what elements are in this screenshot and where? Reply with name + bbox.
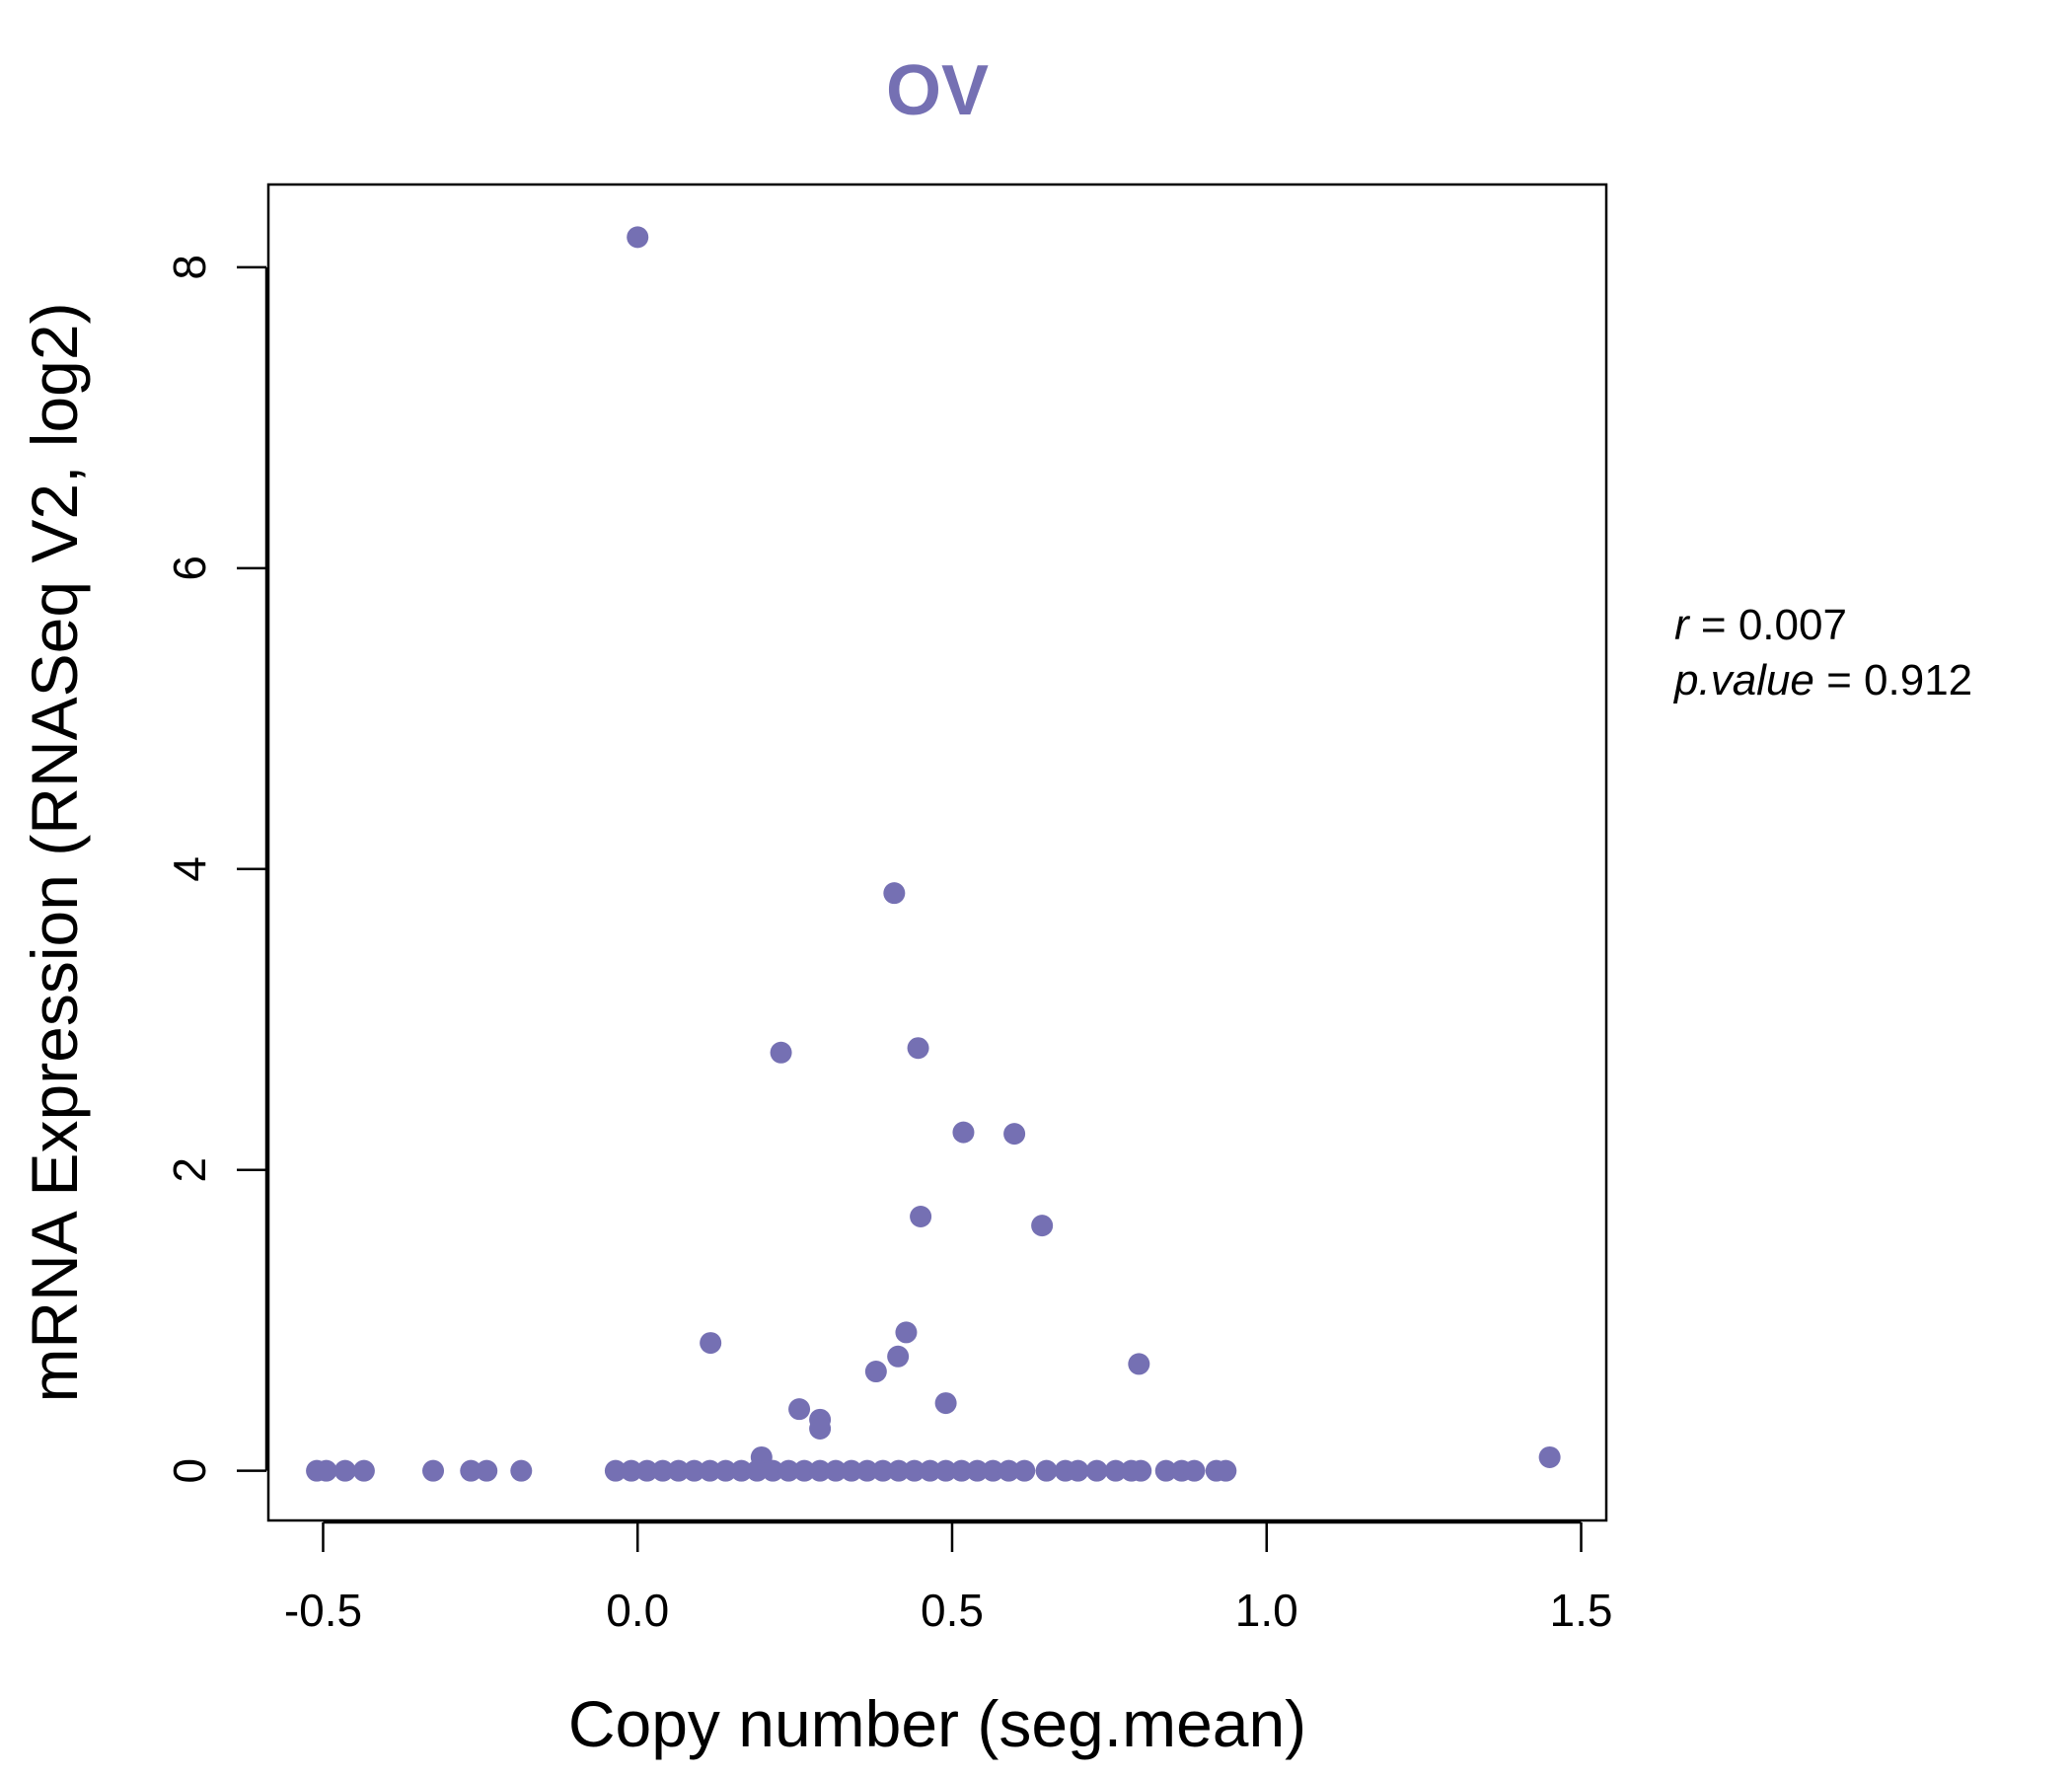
data-point — [809, 1459, 832, 1482]
data-point — [700, 1332, 722, 1355]
data-point — [998, 1459, 1020, 1482]
data-point — [714, 1459, 737, 1482]
data-point — [510, 1459, 533, 1482]
chart-title: OV — [886, 51, 989, 130]
data-point — [871, 1459, 894, 1482]
p-value: 0.912 — [1864, 656, 1972, 704]
data-point — [460, 1459, 482, 1482]
data-point — [683, 1459, 705, 1482]
data-point — [651, 1459, 674, 1482]
data-point — [1067, 1459, 1089, 1482]
x-tick-label: 1.5 — [1550, 1585, 1613, 1636]
data-point — [1104, 1459, 1127, 1482]
x-axis: -0.5 0.0 0.5 1.0 1.5 — [284, 1520, 1613, 1636]
data-point — [604, 1459, 627, 1482]
data-point — [777, 1459, 800, 1482]
data-point — [1031, 1215, 1054, 1237]
data-point — [895, 1321, 918, 1344]
y-tick-label: 4 — [164, 856, 215, 882]
correlation-r: r = 0.007 — [1674, 601, 1847, 649]
data-point — [950, 1459, 973, 1482]
x-tick-label: 0.0 — [606, 1585, 669, 1636]
data-point — [1183, 1459, 1206, 1482]
data-point — [746, 1459, 769, 1482]
data-point — [635, 1459, 658, 1482]
data-point — [903, 1459, 925, 1482]
y-tick-label: 0 — [164, 1458, 215, 1484]
data-point — [1215, 1459, 1237, 1482]
data-point — [422, 1459, 445, 1482]
data-point — [952, 1121, 975, 1144]
data-point — [667, 1459, 690, 1482]
data-point — [1003, 1123, 1026, 1146]
data-point — [910, 1205, 932, 1227]
x-tick-label: -0.5 — [284, 1585, 362, 1636]
r-value: 0.007 — [1739, 601, 1847, 649]
y-tick-label: 6 — [164, 555, 215, 581]
y-axis-label: mRNA Expression (RNASeq V2, log2) — [18, 302, 91, 1402]
r-label: r — [1674, 601, 1691, 649]
data-point — [934, 1459, 957, 1482]
data-point — [793, 1459, 816, 1482]
data-point — [809, 1417, 832, 1440]
data-point — [883, 882, 906, 905]
data-point — [620, 1459, 642, 1482]
x-tick-label: 0.5 — [921, 1585, 984, 1636]
data-point — [887, 1459, 910, 1482]
data-point — [1130, 1459, 1152, 1482]
data-point — [1085, 1459, 1108, 1482]
data-point — [1154, 1459, 1177, 1482]
y-tick-label: 2 — [164, 1157, 215, 1183]
points-layer — [306, 226, 1561, 1482]
data-point — [1538, 1445, 1561, 1468]
data-point — [333, 1459, 356, 1482]
data-point — [934, 1392, 957, 1415]
correlation-p-value: p.value = 0.912 — [1672, 656, 1972, 704]
data-point — [788, 1398, 811, 1421]
y-axis: 0 2 4 6 8 — [164, 255, 268, 1484]
data-point — [825, 1459, 848, 1482]
data-point — [907, 1037, 929, 1060]
data-point — [1128, 1353, 1150, 1375]
x-axis-label: Copy number (seg.mean) — [568, 1687, 1306, 1760]
plot-frame — [266, 183, 1608, 1522]
data-point — [864, 1361, 887, 1383]
data-point — [840, 1459, 862, 1482]
p-equals: = — [1814, 656, 1864, 704]
data-point — [699, 1459, 721, 1482]
data-point — [966, 1459, 989, 1482]
p-label: p.value — [1672, 656, 1814, 704]
r-equals: = — [1689, 601, 1739, 649]
y-tick-label: 8 — [164, 255, 215, 280]
data-point — [352, 1459, 375, 1482]
data-point — [887, 1345, 910, 1368]
data-point — [476, 1459, 498, 1482]
data-point — [1035, 1459, 1058, 1482]
data-point — [1013, 1459, 1036, 1482]
data-point — [982, 1459, 1004, 1482]
data-point — [730, 1459, 753, 1482]
data-point — [770, 1041, 792, 1064]
data-point — [919, 1459, 941, 1482]
x-tick-label: 1.0 — [1235, 1585, 1298, 1636]
data-point — [627, 226, 649, 249]
data-point — [855, 1459, 878, 1482]
data-point — [762, 1459, 784, 1482]
data-point — [315, 1459, 337, 1482]
